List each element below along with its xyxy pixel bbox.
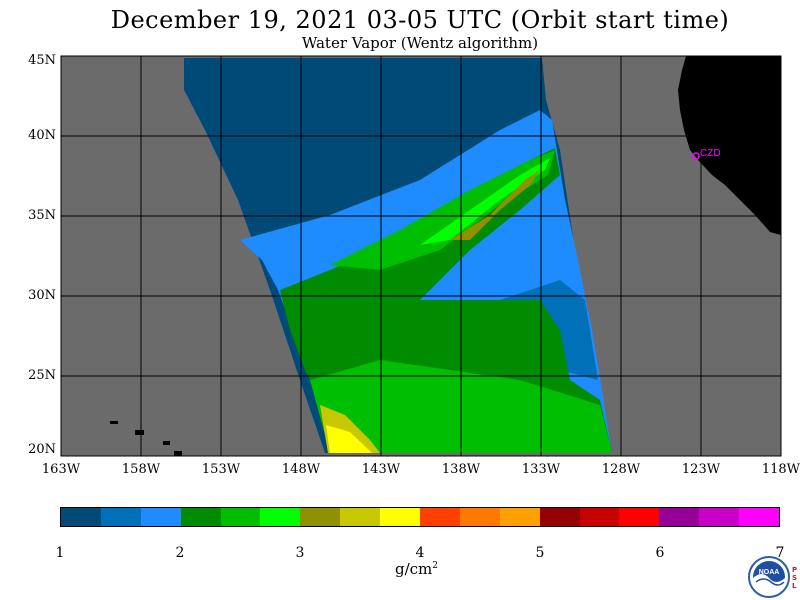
lon-label: 153W (201, 462, 241, 477)
station-label: CZD (700, 148, 721, 159)
colorbar-segment (459, 508, 500, 526)
lon-label: 158W (121, 462, 161, 477)
lat-label: 45N (28, 53, 56, 68)
colorbar-segment (539, 508, 580, 526)
colorbar-tick: 5 (535, 545, 545, 561)
colorbar-tick: 7 (775, 545, 785, 561)
colorbar-segment (100, 508, 141, 526)
station-marker (692, 152, 700, 160)
colorbar-segment (180, 508, 221, 526)
colorbar-segment (380, 508, 421, 526)
colorbar-segment (699, 508, 740, 526)
colorbar-tick: 6 (655, 545, 665, 561)
colorbar-segment (340, 508, 381, 526)
swath-yellow-tip (326, 425, 372, 453)
lon-label: 163W (41, 462, 81, 477)
colorbar-segment (420, 508, 460, 526)
water-vapor-map: CZD (60, 55, 782, 457)
units-exponent: 2 (432, 561, 439, 571)
lon-label: 128W (601, 462, 641, 477)
swath-olive-streak (450, 170, 540, 240)
lat-label: 40N (28, 128, 56, 143)
colorbar-tick: 4 (415, 545, 425, 561)
colorbar-segment (260, 508, 301, 526)
hawaiian-islands (110, 421, 182, 456)
colorbar-segment (659, 508, 700, 526)
lat-label: 20N (28, 442, 56, 457)
colorbar-tick: 3 (295, 545, 305, 561)
colorbar-tick: 1 (55, 545, 65, 561)
colorbar-segment (140, 508, 181, 526)
swath-lime-streak (420, 158, 550, 245)
svg-text:NOAA: NOAA (759, 569, 780, 576)
colorbar-segment (499, 508, 540, 526)
colorbar-segment (220, 508, 261, 526)
units-text: g/cm (395, 560, 433, 578)
colorbar-segment (61, 508, 101, 526)
lon-label: 123W (681, 462, 721, 477)
colorbar-segment (619, 508, 660, 526)
land-north-america (678, 56, 781, 235)
lon-label: 133W (521, 462, 561, 477)
map-subtitle: Water Vapor (Wentz algorithm) (301, 34, 539, 52)
lat-label: 30N (28, 288, 56, 303)
lat-label: 25N (28, 368, 56, 383)
lon-label: 143W (361, 462, 401, 477)
lon-label: 118W (761, 462, 800, 477)
map-title: December 19, 2021 03-05 UTC (Orbit start… (110, 6, 730, 34)
lon-label: 148W (281, 462, 321, 477)
noaa-logo-icon: NOAA (748, 556, 790, 598)
colorbar (60, 507, 780, 527)
graticule (60, 55, 782, 457)
colorbar-segment (579, 508, 620, 526)
lon-label: 138W (441, 462, 481, 477)
swath-bright-green-band (330, 150, 555, 270)
colorbar-segment (739, 508, 780, 526)
colorbar-units: g/cm2 (395, 560, 438, 578)
colorbar-tick: 2 (175, 545, 185, 561)
colorbar-segment (300, 508, 341, 526)
lat-label: 35N (28, 208, 56, 223)
